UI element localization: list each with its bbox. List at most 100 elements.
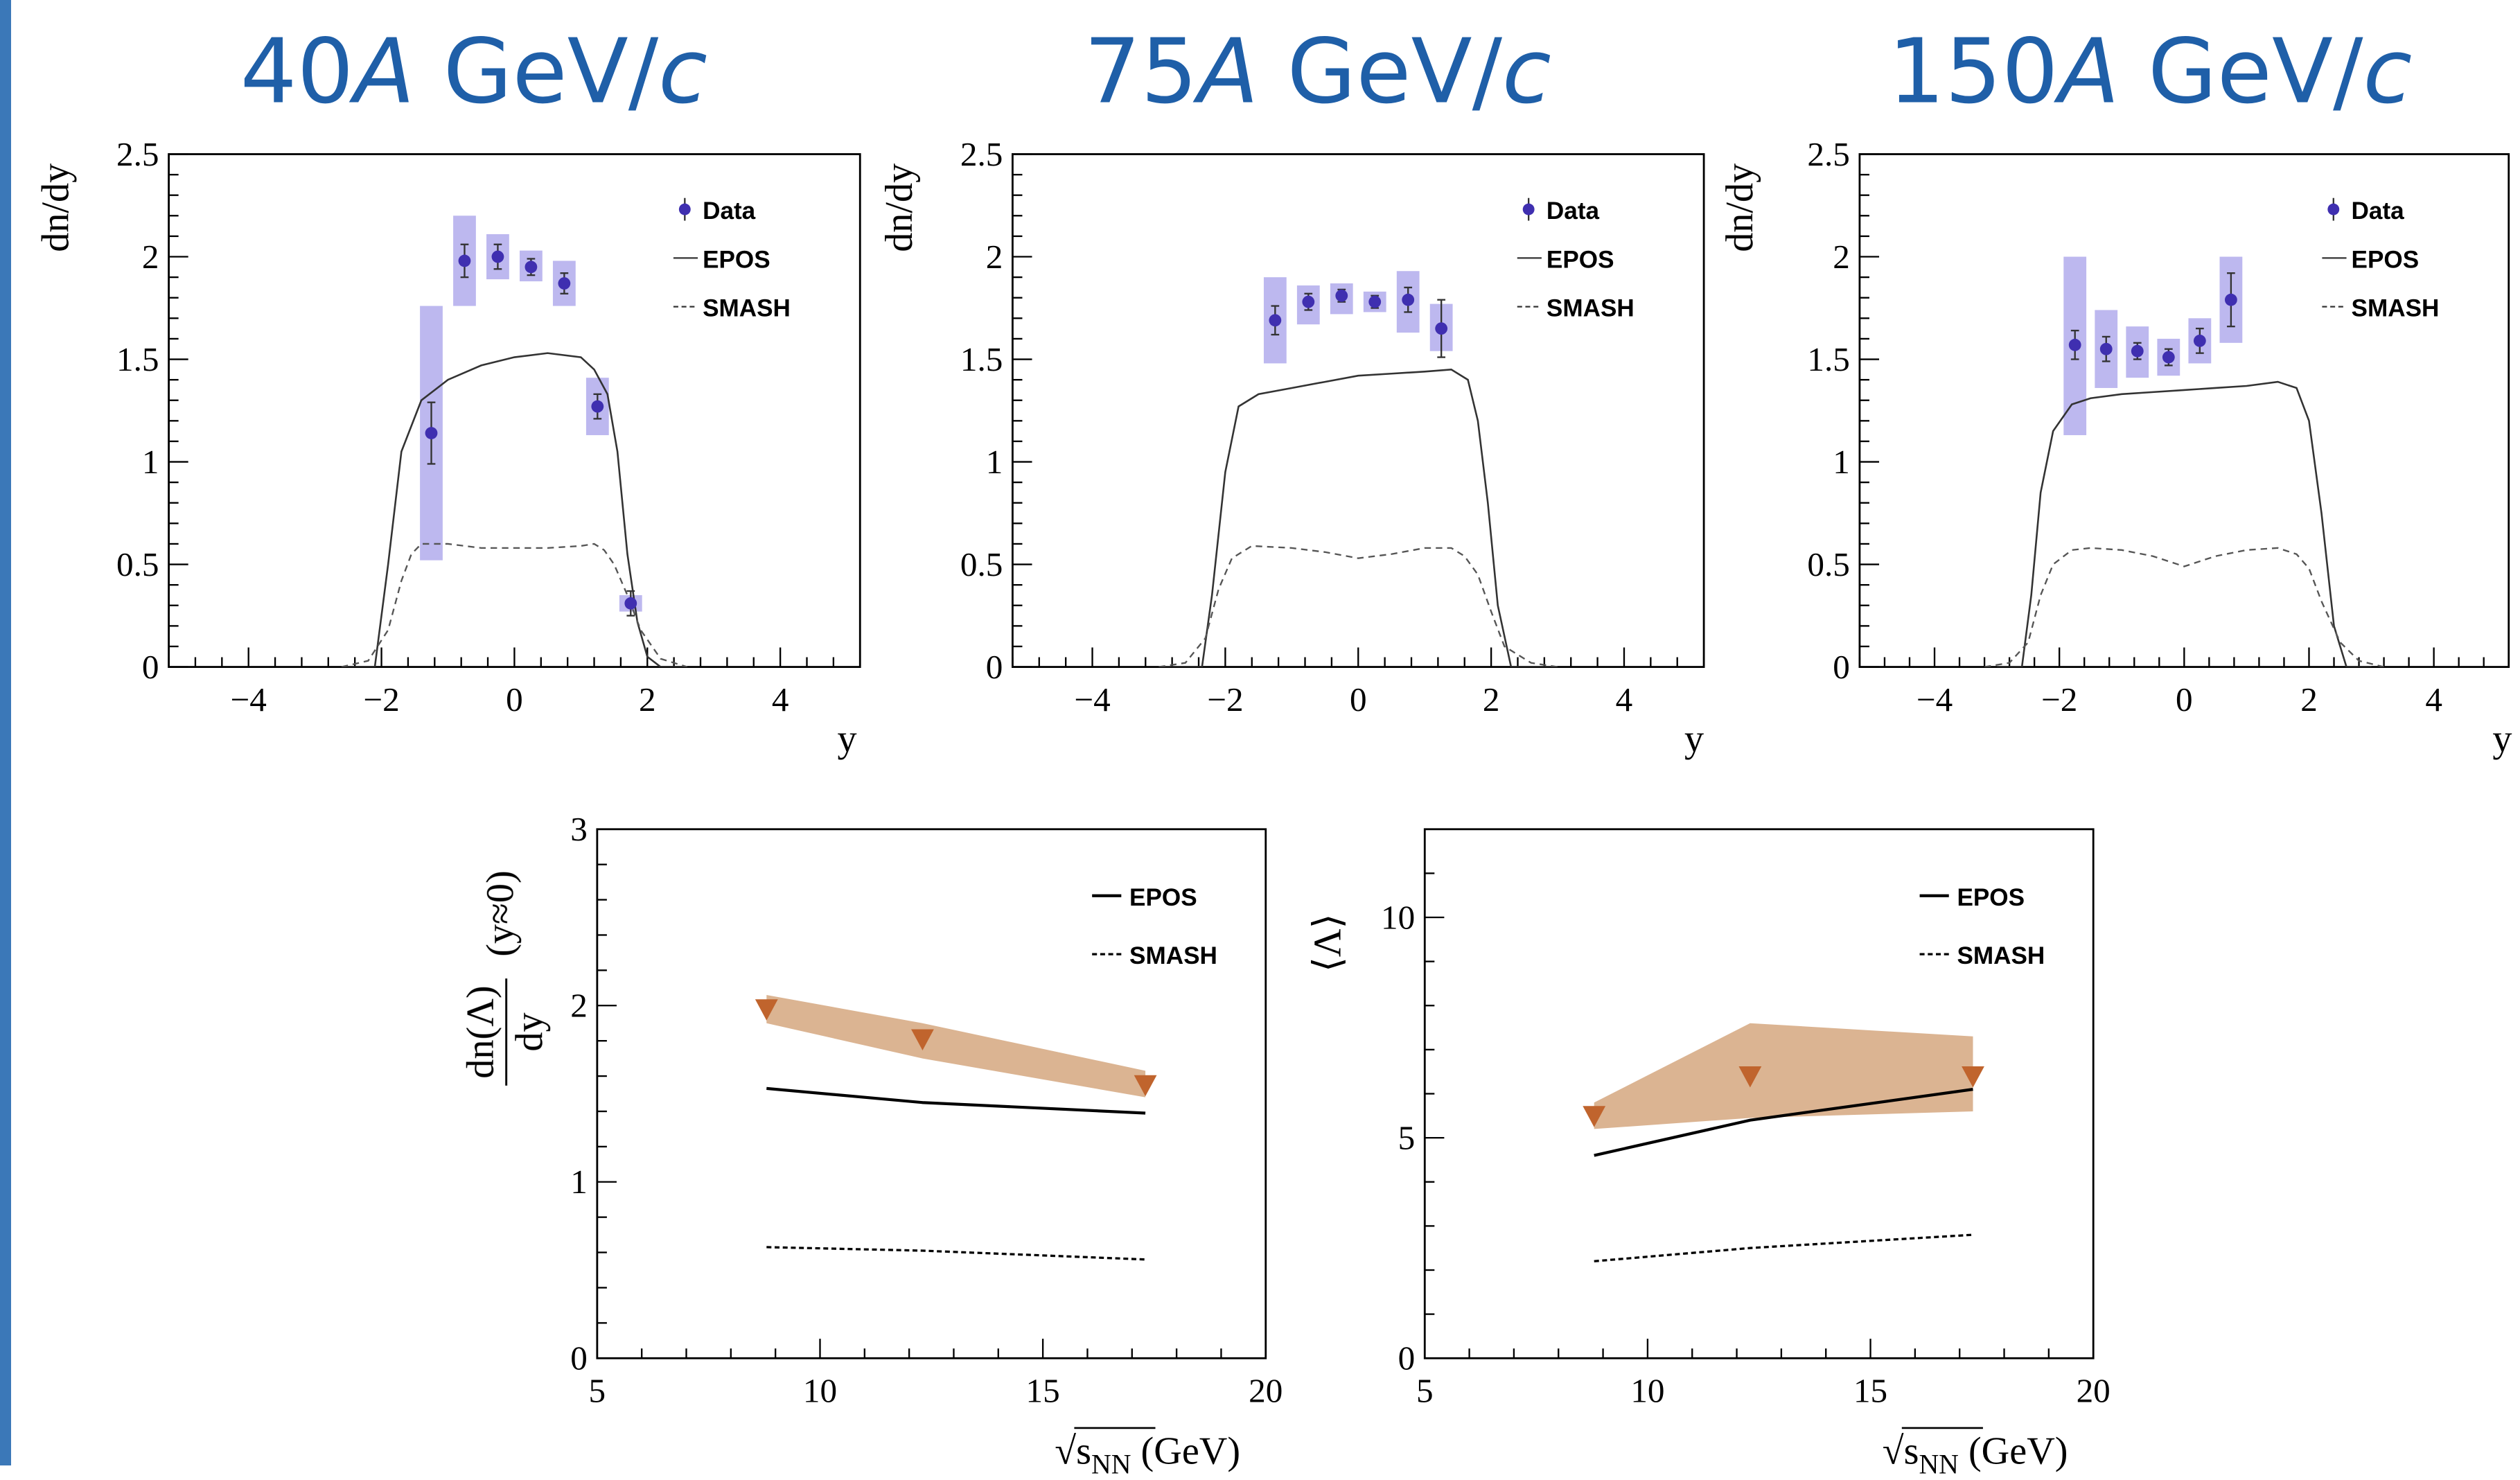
y-axis-label-condition: (y≈0) bbox=[479, 870, 522, 956]
x-tick-label: 4 bbox=[2425, 680, 2442, 719]
chart-1: −4 −2 0 2 4 0 0.5 1 1.5 2 2.5 Data EPOS SMASH y dn/dy bbox=[878, 135, 1705, 760]
x-tick-label: 10 bbox=[803, 1371, 837, 1409]
legend-label-epos: EPOS bbox=[1547, 246, 1614, 273]
data-point bbox=[2099, 342, 2113, 355]
data-point bbox=[591, 400, 604, 413]
epos-curve bbox=[1997, 380, 2372, 667]
x-tick-label: −4 bbox=[1074, 680, 1110, 719]
y-tick-label: 1 bbox=[986, 443, 1003, 481]
y-tick-label: 0.5 bbox=[116, 545, 159, 583]
legend-label-data: Data bbox=[1547, 197, 1600, 224]
y-tick-label: 1 bbox=[570, 1163, 588, 1201]
x-tick-label: 15 bbox=[1853, 1371, 1887, 1409]
epos-line bbox=[766, 1086, 1146, 1115]
panel-title-40: 40A GeV/c bbox=[240, 19, 708, 123]
epos-curve bbox=[341, 352, 687, 667]
legend-label-smash: SMASH bbox=[703, 295, 791, 322]
data-marker-triangle bbox=[1738, 1066, 1762, 1088]
y-axis-label: dn/dy bbox=[34, 164, 77, 252]
y-tick-label: 2.5 bbox=[960, 135, 1003, 173]
y-tick-label: 5 bbox=[1398, 1119, 1416, 1157]
data-point bbox=[2068, 338, 2081, 351]
panel-title-150: 150A GeV/c bbox=[1887, 19, 2413, 123]
data-uncertainty-band bbox=[766, 994, 1146, 1098]
legend-label-epos: EPOS bbox=[1129, 884, 1197, 911]
panel-title-75: 75A GeV/c bbox=[1084, 19, 1551, 123]
data-point bbox=[525, 261, 538, 274]
data-point bbox=[558, 277, 571, 290]
x-tick-label: 5 bbox=[589, 1371, 606, 1409]
x-tick-label: 4 bbox=[772, 680, 789, 719]
plot-frame bbox=[1858, 153, 2510, 668]
epos-line bbox=[1594, 1088, 1973, 1157]
x-tick-label: 15 bbox=[1026, 1371, 1060, 1409]
x-tick-label: −4 bbox=[231, 680, 267, 719]
epos-curve bbox=[1158, 369, 1558, 667]
chart-3: 5 10 15 20 0 1 2 3 EPOS SMASH √sNN (GeV) dn(Λ) dy (y≈… bbox=[459, 810, 1283, 1479]
legend-label-data: Data bbox=[2352, 197, 2405, 224]
chart-2: −4 −2 0 2 4 0 0.5 1 1.5 2 2.5 Data EPOS SMASH y dn/dy bbox=[1718, 135, 2512, 760]
x-axis-s: s bbox=[1904, 1429, 1919, 1472]
y-tick-label: 2 bbox=[986, 238, 1003, 276]
plot-frame bbox=[1012, 153, 1705, 668]
legend-label-epos: EPOS bbox=[2352, 246, 2420, 273]
x-tick-label: −2 bbox=[1207, 680, 1243, 719]
smash-line bbox=[766, 1246, 1146, 1261]
data-marker-triangle bbox=[755, 999, 778, 1021]
data-point bbox=[425, 427, 438, 439]
x-axis-label: y bbox=[2492, 717, 2512, 760]
data-point bbox=[624, 597, 637, 610]
legend-data-marker bbox=[1522, 203, 1535, 215]
legend-label-epos: EPOS bbox=[1957, 884, 2025, 911]
data-point bbox=[1335, 289, 1348, 302]
y-tick-label: 0 bbox=[1398, 1339, 1416, 1377]
x-axis-unit: (GeV) bbox=[1959, 1429, 2068, 1472]
x-axis-sqrt-symbol: √ bbox=[1883, 1429, 1904, 1472]
x-axis-unit: (GeV) bbox=[1131, 1429, 1241, 1472]
data-point bbox=[2162, 351, 2175, 364]
y-axis-label-numerator: dn(Λ) bbox=[459, 985, 502, 1078]
data-point bbox=[1368, 295, 1382, 308]
x-axis-label: y bbox=[837, 717, 856, 760]
data-marker-triangle bbox=[911, 1029, 934, 1051]
y-axis-label-group: ⟨Λ⟩ bbox=[1306, 913, 1349, 972]
x-axis-subscript: NN bbox=[1091, 1450, 1131, 1480]
y-tick-label: 0 bbox=[570, 1339, 588, 1377]
legend-label-smash: SMASH bbox=[2352, 295, 2440, 322]
data-point bbox=[1435, 322, 1448, 335]
y-tick-label: 1.5 bbox=[1807, 340, 1849, 378]
x-axis-s: s bbox=[1076, 1429, 1091, 1472]
y-tick-label: 1 bbox=[1833, 443, 1850, 481]
plot-area bbox=[1984, 256, 2384, 667]
legend-label-smash: SMASH bbox=[1547, 295, 1635, 322]
y-axis-label: dn/dy bbox=[1718, 164, 1761, 252]
smash-curve bbox=[1984, 547, 2384, 667]
smash-line bbox=[1594, 1233, 1973, 1262]
x-tick-label: 0 bbox=[506, 680, 523, 719]
x-axis-sqrt-symbol: √ bbox=[1055, 1429, 1076, 1472]
y-tick-label: 10 bbox=[1381, 898, 1415, 936]
legend-label-smash: SMASH bbox=[1957, 942, 2045, 969]
y-tick-label: 2 bbox=[1833, 238, 1850, 276]
legend-data-marker bbox=[678, 203, 691, 215]
y-tick-label: 3 bbox=[570, 810, 588, 848]
x-tick-label: 4 bbox=[1616, 680, 1633, 719]
data-marker-triangle bbox=[1583, 1106, 1606, 1127]
x-tick-label: 2 bbox=[2300, 680, 2318, 719]
y-axis-label: dn/dy bbox=[878, 164, 921, 252]
x-tick-label: 0 bbox=[1350, 680, 1367, 719]
y-axis-label-denominator: dy bbox=[508, 1012, 551, 1051]
x-axis-subscript: NN bbox=[1919, 1450, 1958, 1480]
data-point bbox=[1269, 314, 1282, 327]
x-tick-label: −2 bbox=[2041, 680, 2077, 719]
plot-frame bbox=[596, 828, 1267, 1359]
x-tick-label: 20 bbox=[1249, 1371, 1283, 1409]
x-tick-label: 10 bbox=[1630, 1371, 1664, 1409]
y-tick-label: 0 bbox=[986, 648, 1003, 686]
data-point bbox=[2224, 293, 2237, 306]
y-tick-label: 0.5 bbox=[960, 545, 1003, 583]
y-tick-label: 1.5 bbox=[116, 340, 159, 378]
data-marker-triangle bbox=[1134, 1075, 1157, 1097]
legend-label-data: Data bbox=[703, 197, 756, 224]
